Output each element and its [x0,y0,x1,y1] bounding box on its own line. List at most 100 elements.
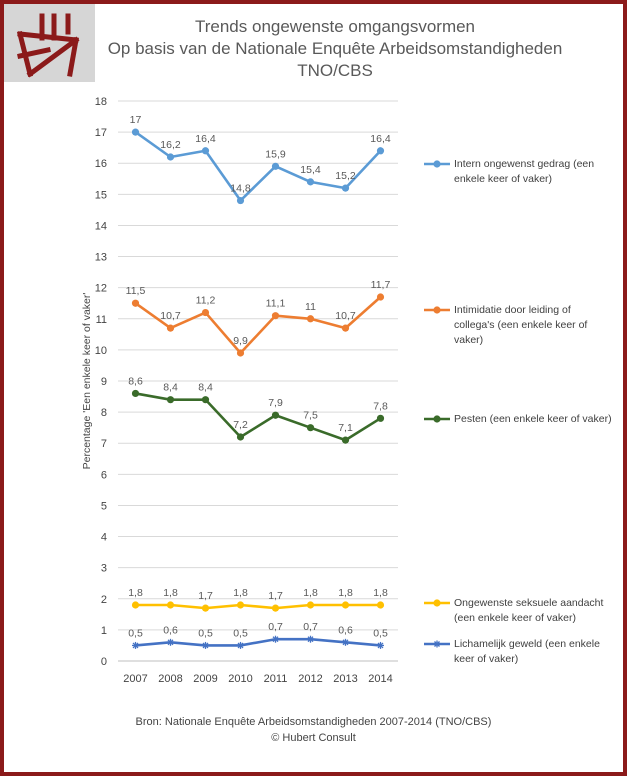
data-point [201,396,210,404]
legend-label: Ongewenste seksuele aandacht (een enkele… [454,597,604,624]
data-point [166,153,175,161]
data-point [376,293,385,301]
series-line-1 [134,131,382,202]
data-label: 16,4 [195,133,216,145]
series-line-4 [135,603,381,610]
data-label: 7,2 [233,419,248,431]
y-tick-label: 16 [95,158,107,170]
legend-swatch [424,599,450,607]
x-tick-label: 2013 [333,673,357,685]
data-label: 7,8 [373,400,388,412]
data-label: 1,7 [198,590,213,602]
data-label: 15,9 [265,148,286,160]
y-tick-label: 8 [101,407,107,419]
data-point [237,641,244,649]
y-tick-label: 6 [101,469,107,481]
y-tick-label: 11 [96,314,107,326]
data-label: 11,1 [266,298,286,310]
legend-label: Pesten (een enkele keer of vaker) [454,413,612,425]
chart-title: Trends ongewenste omgangsvormen Op basis… [100,16,570,82]
data-point [167,638,174,646]
logo [4,4,95,82]
data-label: 8,4 [198,382,213,394]
data-label: 1,8 [233,587,248,599]
title-line-1: Trends ongewenste omgangsvormen [194,17,476,36]
data-label: 0,7 [268,621,283,633]
data-label: 8,6 [128,375,143,387]
data-point [271,604,280,612]
data-label: 1,8 [338,587,353,599]
data-point [341,601,350,609]
y-tick-label: 15 [95,189,107,201]
data-point [307,635,314,643]
data-label: 10,7 [160,310,181,322]
data-point [271,411,280,419]
y-tick-label: 2 [101,594,107,606]
data-point [131,601,140,609]
x-tick-label: 2007 [123,673,147,685]
y-tick-label: 14 [95,220,107,232]
title-line-3: TNO/CBS [297,61,373,80]
x-tick-label: 2008 [158,673,182,685]
legend-swatch [424,640,450,648]
data-label: 0,5 [233,627,248,639]
data-point [166,324,175,332]
data-label: 11,5 [126,285,146,297]
data-label: 1,8 [303,587,318,599]
data-point [306,315,315,323]
data-label: 14,8 [230,183,251,195]
data-point [236,433,245,441]
data-point [131,299,140,307]
legend-label: Intimidatie door leiding of collega's (e… [454,304,588,346]
data-label: 7,9 [268,397,283,409]
series-line-3 [135,392,382,442]
data-label: 7,5 [303,410,318,422]
y-tick-label: 5 [101,500,107,512]
y-axis-label: Percentage 'Een enkele keer of vaker' [81,293,93,470]
y-tick-label: 10 [95,345,107,357]
y-tick-label: 13 [95,252,107,264]
data-point [132,641,139,649]
y-tick-label: 9 [101,376,107,388]
chart-source: Bron: Nationale Enquête Arbeidsomstandig… [0,714,627,746]
data-label: 1,8 [163,587,178,599]
data-point [271,162,280,170]
credit-text: © Hubert Consult [271,732,356,744]
data-label: 0,5 [128,627,143,639]
data-label: 9,9 [233,335,248,347]
data-point [376,601,385,609]
data-label: 1,8 [128,587,143,599]
data-point [131,128,140,136]
data-point [272,635,279,643]
data-label: 16,4 [370,133,391,145]
legend-label: Lichamelijk geweld (een enkele keer of v… [454,638,600,665]
data-label: 11 [305,301,316,313]
series-line-5 [135,637,381,647]
data-point [306,601,315,609]
data-point [236,349,245,357]
x-tick-label: 2010 [228,673,252,685]
y-tick-label: 4 [101,532,107,544]
data-label: 0,7 [303,621,318,633]
y-tick-label: 12 [95,283,107,295]
data-label: 11,7 [371,279,391,291]
y-tick-label: 0 [101,656,107,668]
data-label: 8,4 [163,382,178,394]
data-point [306,424,315,432]
x-tick-label: 2011 [264,673,288,685]
legend-swatch [424,415,450,423]
y-tick-label: 18 [95,96,107,108]
x-tick-label: 2009 [193,673,217,685]
data-label: 0,6 [338,624,353,636]
data-point [166,601,175,609]
data-point [341,324,350,332]
data-point [306,178,315,186]
y-tick-label: 17 [95,127,107,139]
series-line-2 [134,296,382,355]
title-line-2: Op basis van de Nationale Enquête Arbeid… [107,39,563,58]
chair-logo-icon [16,13,80,78]
data-point [201,308,210,317]
data-label: 11,2 [196,295,216,307]
x-tick-label: 2014 [368,673,392,685]
